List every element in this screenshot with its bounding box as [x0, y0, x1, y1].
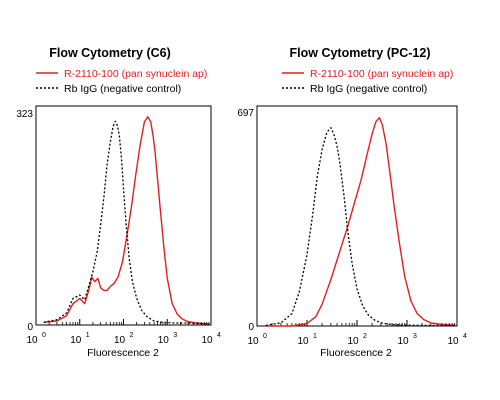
x-tick-exponent: 1: [86, 332, 90, 339]
x-tick-exponent: 4: [463, 333, 467, 340]
x-tick-label: 10: [447, 336, 459, 347]
chart-panel-c6: Flow Cytometry (C6) R-2110-100 (pan synu…: [16, 46, 221, 359]
x-tick-label: 10: [397, 336, 409, 347]
legend-label-red: R-2110-100 (pan synuclein ap): [310, 68, 453, 80]
x-tick-label: 10: [247, 336, 259, 347]
legend-label-dotted: Rb IgG (negative control): [310, 83, 427, 95]
legend-label-red: R-2110-100 (pan synuclein ap): [64, 68, 207, 80]
x-tick-exponent: 2: [363, 333, 367, 340]
x-ticks: 10 0 10 1 10 2 10 3 10 4: [26, 319, 221, 346]
chart-title: Flow Cytometry (PC-12): [290, 46, 431, 60]
x-tick-exponent: 0: [263, 333, 267, 340]
chart-panel-pc12: Flow Cytometry (PC-12) R-2110-100 (pan s…: [237, 46, 467, 359]
x-tick-exponent: 1: [313, 333, 317, 340]
series-line-negative-control: [43, 120, 210, 325]
x-tick-exponent: 2: [130, 332, 134, 339]
series-line-negative-control: [265, 127, 455, 327]
plot-frame: [35, 105, 212, 326]
x-tick-label: 10: [201, 335, 213, 346]
x-tick-exponent: 3: [173, 332, 177, 339]
y-max-label: 697: [237, 108, 254, 119]
x-tick-exponent: 0: [42, 332, 46, 339]
series-group: [265, 116, 455, 327]
x-tick-label: 10: [114, 335, 126, 346]
x-axis-label: Fluorescence 2: [87, 347, 159, 359]
y-min-label: 0: [248, 322, 254, 333]
x-tick-label: 10: [158, 335, 170, 346]
series-line-antibody: [43, 115, 209, 325]
x-tick-label: 10: [70, 335, 82, 346]
x-tick-label: 10: [347, 336, 359, 347]
series-line-antibody: [265, 116, 455, 327]
x-axis-label: Fluorescence 2: [320, 347, 392, 359]
x-tick-label: 10: [297, 336, 309, 347]
chart-title: Flow Cytometry (C6): [49, 46, 171, 60]
x-tick-label: 10: [26, 335, 38, 346]
plot-frame: [256, 105, 458, 327]
y-max-label: 323: [16, 109, 33, 120]
series-group: [43, 115, 210, 325]
x-tick-exponent: 4: [217, 332, 221, 339]
x-tick-exponent: 3: [413, 333, 417, 340]
y-min-label: 0: [27, 322, 33, 333]
legend-label-dotted: Rb IgG (negative control): [64, 83, 181, 95]
